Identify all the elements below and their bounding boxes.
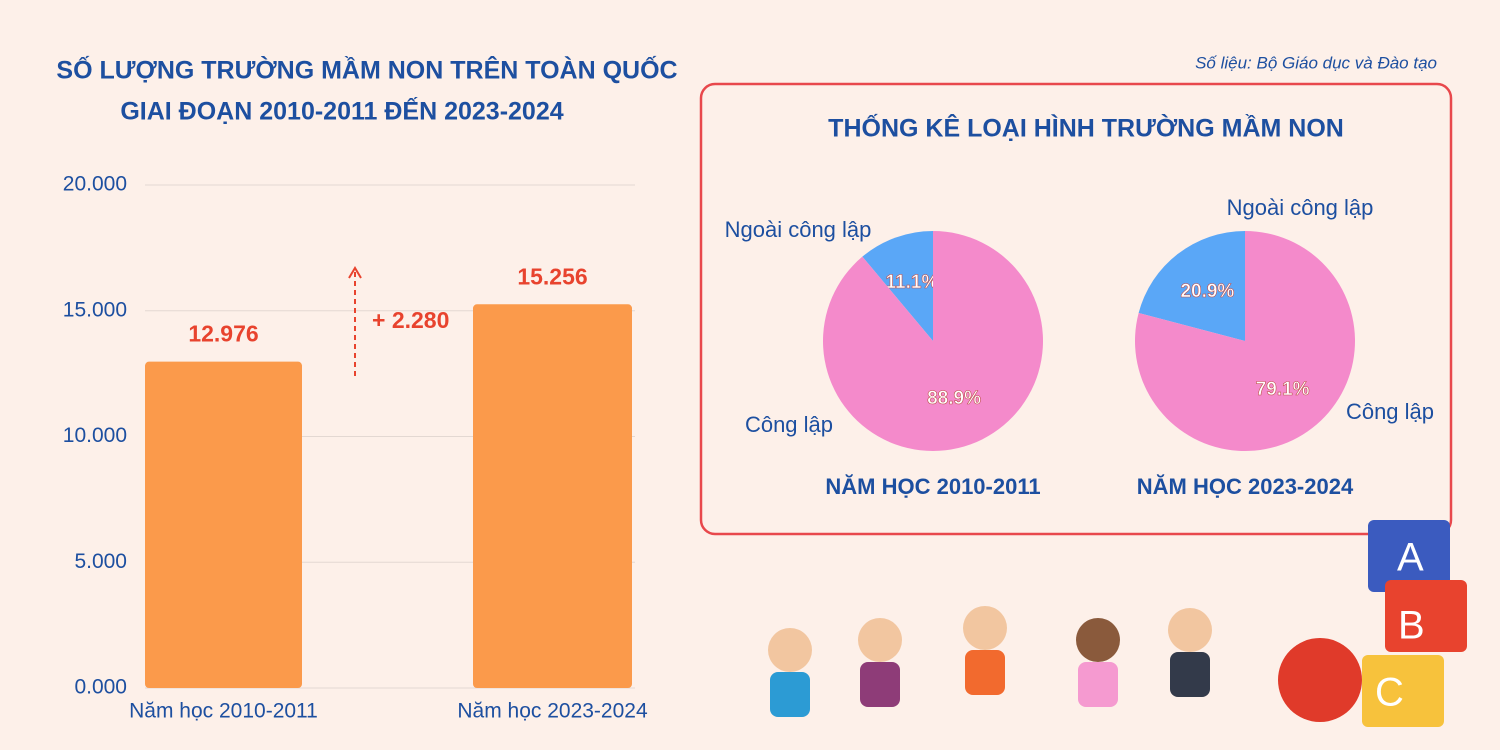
y-tick-label: 5.000 xyxy=(74,550,127,573)
svg-text:C: C xyxy=(1375,671,1404,715)
pie-slice xyxy=(862,231,933,341)
slice-label: 79.1% xyxy=(1256,379,1310,400)
category-label: Công lập xyxy=(745,412,833,437)
slice-label: 11.1% xyxy=(886,272,939,293)
category-label: Ngoài công lập xyxy=(1227,195,1374,220)
x-tick-label: Năm học 2023-2024 xyxy=(457,700,648,723)
y-tick-label: 15.000 xyxy=(63,298,127,321)
value-label: 15.256 xyxy=(517,263,587,289)
pie-title: NĂM HỌC 2010-2011 xyxy=(825,474,1040,499)
chart-title: SỐ LƯỢNG TRƯỜNG MẦM NON TRÊN TOÀN QUỐC xyxy=(56,55,677,85)
panel-title: THỐNG KÊ LOẠI HÌNH TRƯỜNG MẦM NON xyxy=(828,113,1344,143)
pie-slice xyxy=(1135,231,1355,451)
category-label: Ngoài công lập xyxy=(725,217,872,242)
y-tick-label: 10.000 xyxy=(63,424,127,447)
arrow-head xyxy=(348,266,362,279)
pie-slice xyxy=(823,231,1043,451)
value-label: 12.976 xyxy=(188,321,258,347)
svg-text:A: A xyxy=(1397,536,1424,580)
svg-text:B: B xyxy=(1398,604,1425,648)
x-tick-label: Năm học 2010-2011 xyxy=(129,700,318,723)
source: Số liệu: Bộ Giáo dục và Đào tạo xyxy=(1195,53,1437,72)
y-tick-label: 0.000 xyxy=(74,676,127,699)
slice-label: 88.9% xyxy=(927,388,981,409)
decoration: A B C xyxy=(768,520,1467,727)
pie-slice xyxy=(1138,231,1245,341)
category-label: Công lập xyxy=(1346,399,1434,424)
slice-label: 20.9% xyxy=(1180,281,1234,302)
pie-title: NĂM HỌC 2023-2024 xyxy=(1137,474,1354,499)
annotation: + 2.280 xyxy=(372,307,449,333)
chart-title: GIAI ĐOẠN 2010-2011 ĐẾN 2023-2024 xyxy=(120,97,563,126)
bar xyxy=(145,361,302,688)
y-tick-label: 20.000 xyxy=(63,173,127,196)
bar xyxy=(473,304,632,688)
